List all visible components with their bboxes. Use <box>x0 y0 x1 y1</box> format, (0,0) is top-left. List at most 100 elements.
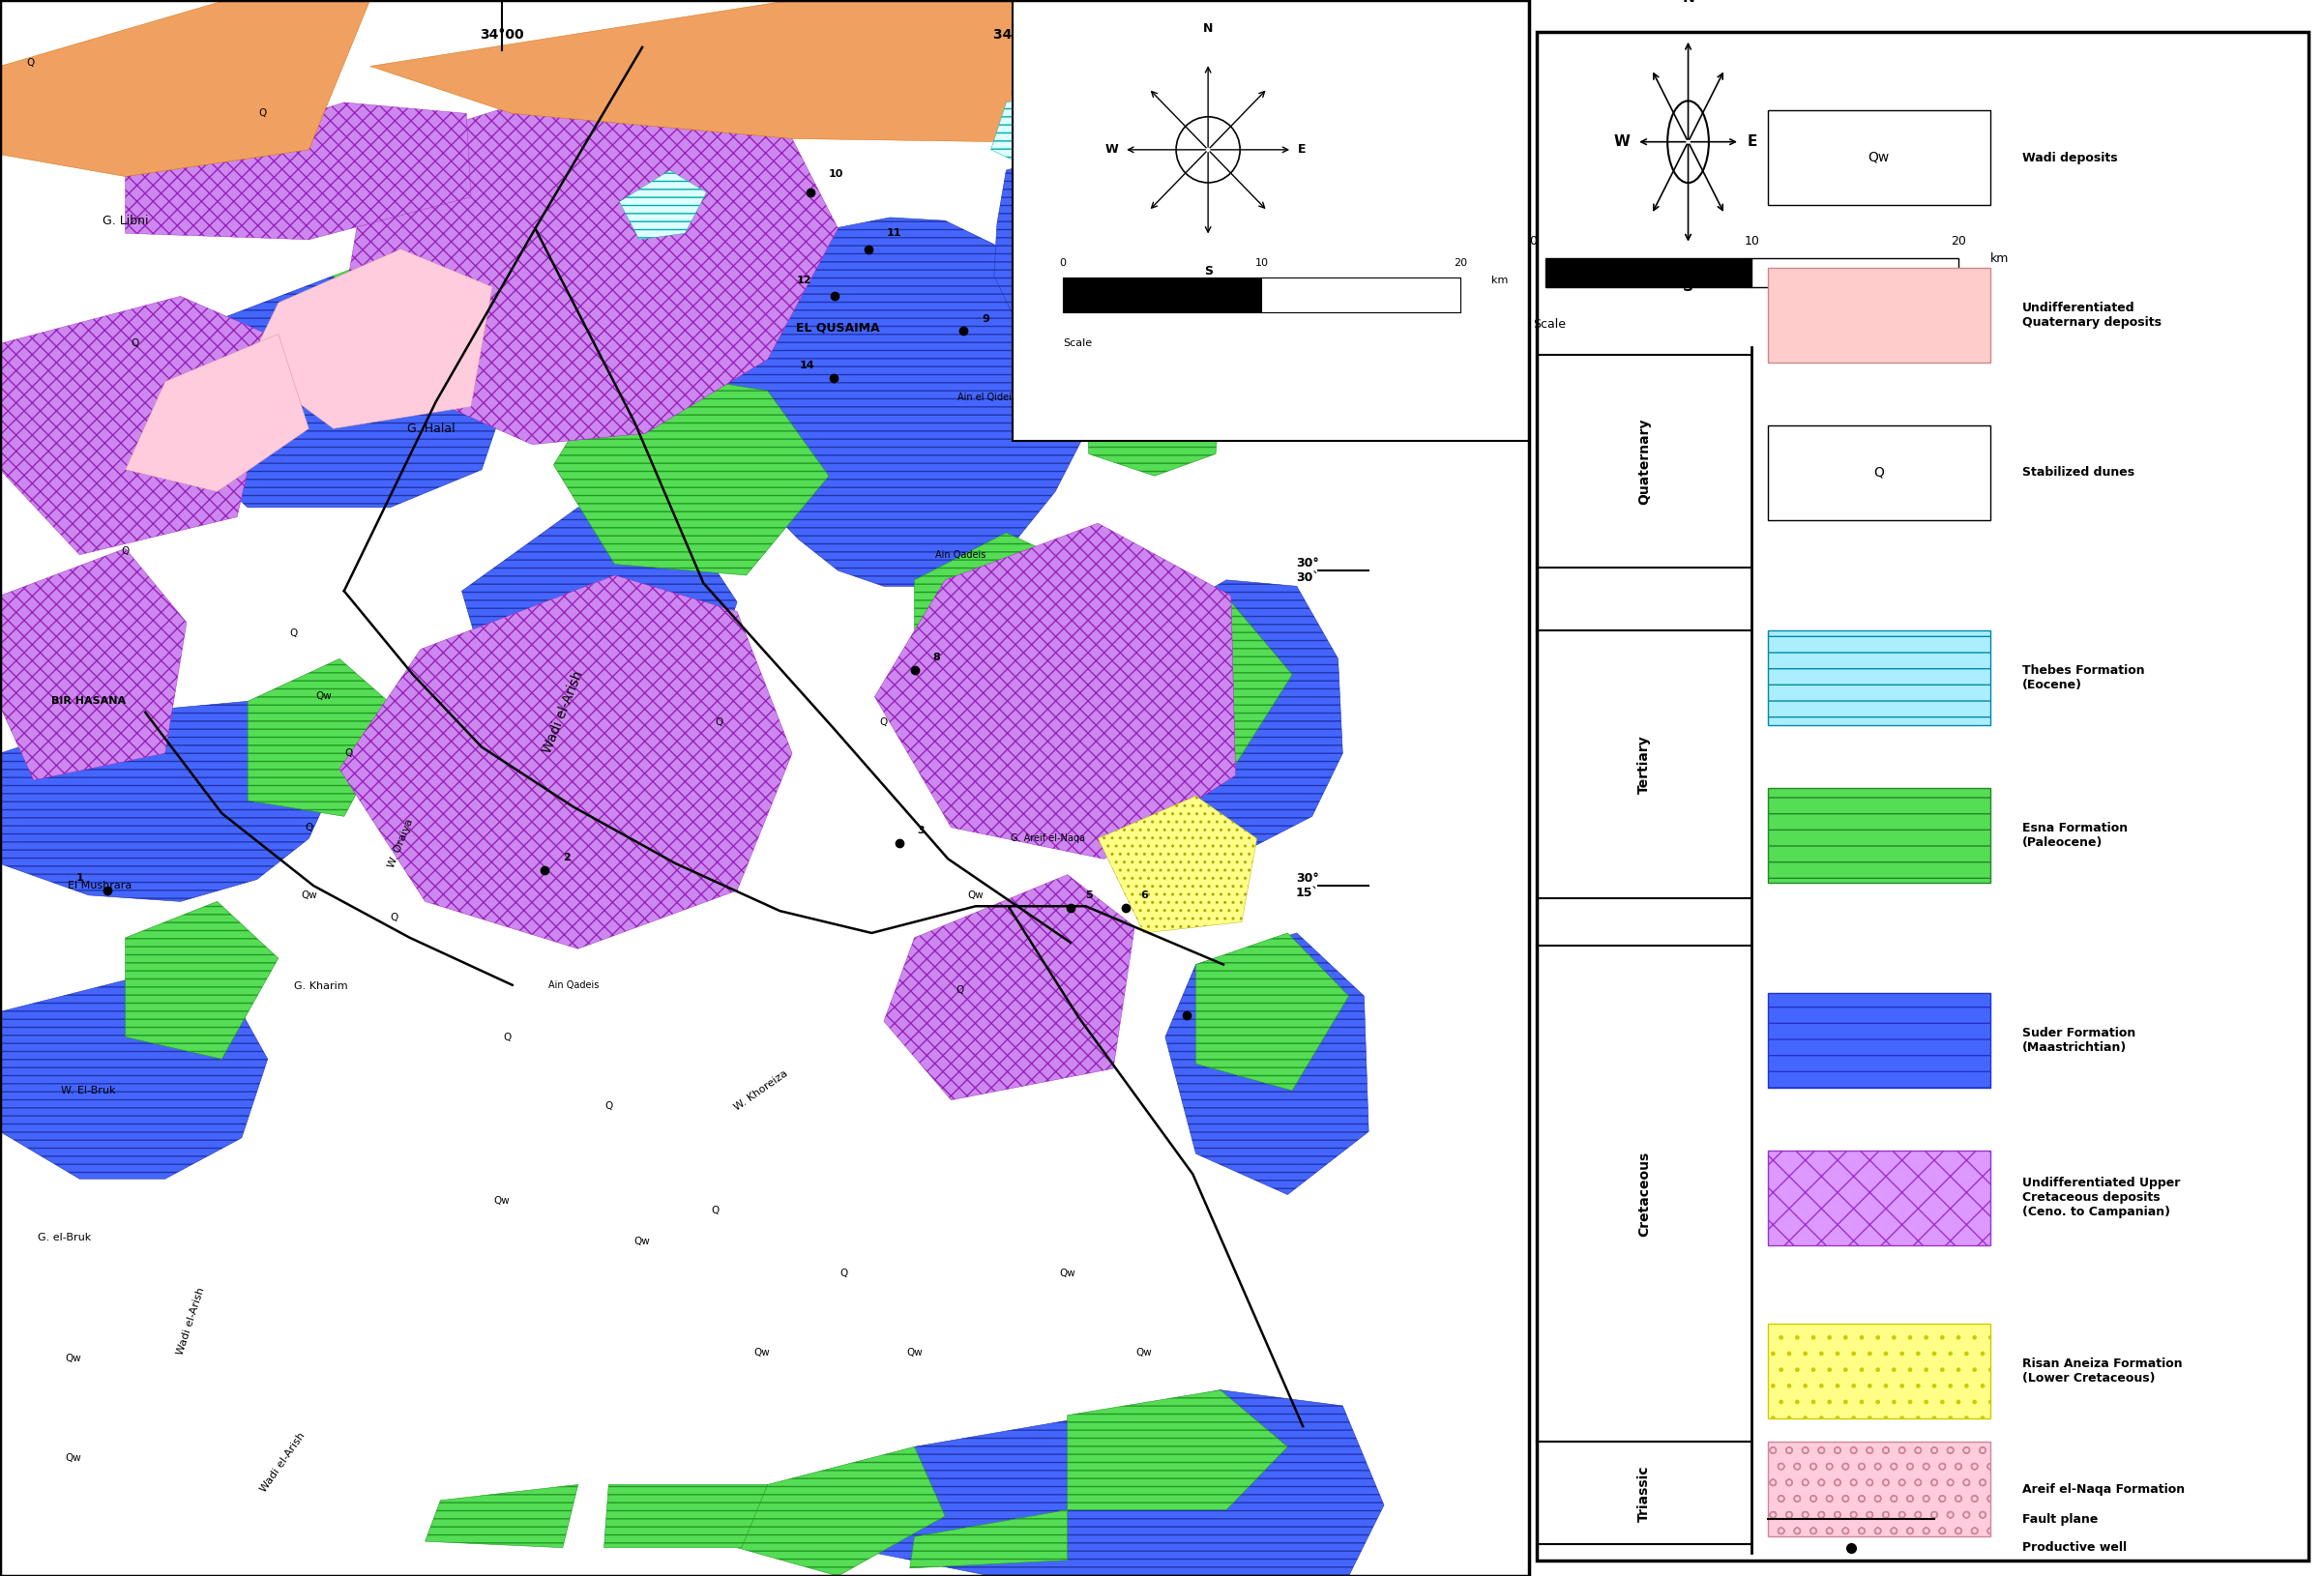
Text: G. Areif el-Naqa: G. Areif el-Naqa <box>1011 834 1085 843</box>
Polygon shape <box>462 507 737 712</box>
Polygon shape <box>604 1485 767 1548</box>
Polygon shape <box>125 102 472 240</box>
Polygon shape <box>339 575 792 949</box>
Polygon shape <box>1097 796 1257 933</box>
Text: Thebes Formation
(Eocene): Thebes Formation (Eocene) <box>2022 663 2145 692</box>
Polygon shape <box>0 974 267 1179</box>
Text: Areif el-Naqa Formation: Areif el-Naqa Formation <box>2022 1483 2185 1496</box>
Text: Quaternary: Quaternary <box>1638 418 1652 504</box>
Text: Qw: Qw <box>493 1196 509 1206</box>
Bar <box>1062 277 1262 312</box>
Text: BIR HASANA: BIR HASANA <box>51 697 125 706</box>
Text: W. El-Bruk: W. El-Bruk <box>60 1086 116 1095</box>
Text: G. Kharim: G. Kharim <box>295 982 349 991</box>
Text: S: S <box>1204 265 1213 277</box>
Text: Qw: Qw <box>65 1354 81 1363</box>
Polygon shape <box>0 0 370 177</box>
Text: Productive well: Productive well <box>2022 1541 2126 1554</box>
Polygon shape <box>370 0 1023 142</box>
Text: Qw: Qw <box>906 1347 923 1357</box>
Text: N: N <box>1204 22 1213 35</box>
Text: Q: Q <box>957 985 964 994</box>
Text: Triassic: Triassic <box>1638 1466 1652 1521</box>
Text: Q: Q <box>344 749 353 758</box>
Text: 10: 10 <box>1255 258 1269 268</box>
Polygon shape <box>990 91 1104 186</box>
Text: 9: 9 <box>981 314 990 323</box>
Polygon shape <box>1067 1390 1287 1510</box>
Text: Qw: Qw <box>753 1347 769 1357</box>
Text: 1: 1 <box>77 873 84 883</box>
Text: Tertiary: Tertiary <box>1638 734 1652 794</box>
Text: EL QUSAIMA: EL QUSAIMA <box>797 322 881 334</box>
Bar <box>1769 993 1989 1087</box>
Text: E: E <box>1748 134 1757 150</box>
Text: Fault plane: Fault plane <box>2022 1513 2099 1526</box>
Text: Q: Q <box>881 717 888 727</box>
Text: G. Libni: G. Libni <box>102 214 149 227</box>
Text: 5: 5 <box>1085 890 1092 900</box>
Text: E: E <box>1297 143 1306 156</box>
Text: G. Halal: G. Halal <box>407 422 456 435</box>
Text: 8: 8 <box>932 652 941 662</box>
Text: Ain Qadeis: Ain Qadeis <box>934 550 985 559</box>
Text: Qw: Qw <box>316 692 332 701</box>
Bar <box>1769 1442 1989 1537</box>
Text: Esna Formation
(Paleocene): Esna Formation (Paleocene) <box>2022 821 2126 849</box>
Text: 2: 2 <box>562 853 569 862</box>
Text: 14: 14 <box>799 361 816 370</box>
Polygon shape <box>125 901 279 1059</box>
Text: Qw: Qw <box>634 1237 651 1247</box>
Text: 30°
30`: 30° 30` <box>1297 556 1320 585</box>
Text: 30°
15`: 30° 15` <box>1297 872 1320 900</box>
Polygon shape <box>249 659 400 816</box>
Polygon shape <box>553 366 830 575</box>
Text: Undifferentiated Upper
Cretaceous deposits
(Ceno. to Campanian): Undifferentiated Upper Cretaceous deposi… <box>2022 1177 2180 1218</box>
Polygon shape <box>913 533 1104 722</box>
Text: W: W <box>1613 134 1629 150</box>
Text: 3: 3 <box>918 826 925 835</box>
Bar <box>1545 258 1752 287</box>
Polygon shape <box>848 1390 1383 1576</box>
Text: Risan Aneiza Formation
(Lower Cretaceous): Risan Aneiza Formation (Lower Cretaceous… <box>2022 1357 2182 1385</box>
Text: 20: 20 <box>1452 258 1466 268</box>
Bar <box>1769 630 1989 725</box>
Bar <box>1769 268 1989 362</box>
Text: 10: 10 <box>830 169 844 178</box>
Text: Q: Q <box>604 1102 614 1111</box>
Text: Ain Qadeis: Ain Qadeis <box>548 980 600 990</box>
Polygon shape <box>1085 366 1220 476</box>
Text: Q: Q <box>504 1032 511 1042</box>
Text: Ain el Qideirat: Ain el Qideirat <box>957 392 1025 402</box>
Text: Suder Formation
(Maastrichtian): Suder Formation (Maastrichtian) <box>2022 1026 2136 1054</box>
Text: Q: Q <box>290 629 297 638</box>
Text: Q: Q <box>839 1269 848 1278</box>
Text: Qw: Qw <box>65 1453 81 1463</box>
Text: 0: 0 <box>1529 235 1536 247</box>
Polygon shape <box>0 701 332 901</box>
Bar <box>1013 0 1529 441</box>
Text: 34°00: 34°00 <box>479 28 523 41</box>
Polygon shape <box>1197 933 1348 1091</box>
Text: 12: 12 <box>797 276 811 285</box>
Text: Scale: Scale <box>1062 339 1092 348</box>
Polygon shape <box>332 229 548 407</box>
Text: El Mushrara: El Mushrara <box>67 881 132 890</box>
Text: Qw: Qw <box>1868 151 1889 164</box>
Text: Wadi el-Arish: Wadi el-Arish <box>258 1431 307 1494</box>
Text: Q: Q <box>121 547 130 556</box>
Text: Qw: Qw <box>300 890 316 900</box>
Polygon shape <box>0 548 186 780</box>
Text: Qw: Qw <box>1060 1269 1076 1278</box>
Text: Q: Q <box>26 58 35 68</box>
Text: Undifferentiated
Quaternary deposits: Undifferentiated Quaternary deposits <box>2022 301 2161 329</box>
Polygon shape <box>425 1485 579 1548</box>
Text: Q: Q <box>304 823 314 832</box>
Text: Wadi deposits: Wadi deposits <box>2022 151 2117 164</box>
Text: G. el-Bruk: G. el-Bruk <box>37 1232 91 1242</box>
Text: W: W <box>1106 143 1118 156</box>
Text: W. Khoreiza: W. Khoreiza <box>732 1069 790 1113</box>
Text: W. Oraiya: W. Oraiya <box>386 818 416 868</box>
Bar <box>1769 788 1989 883</box>
Polygon shape <box>995 145 1241 366</box>
